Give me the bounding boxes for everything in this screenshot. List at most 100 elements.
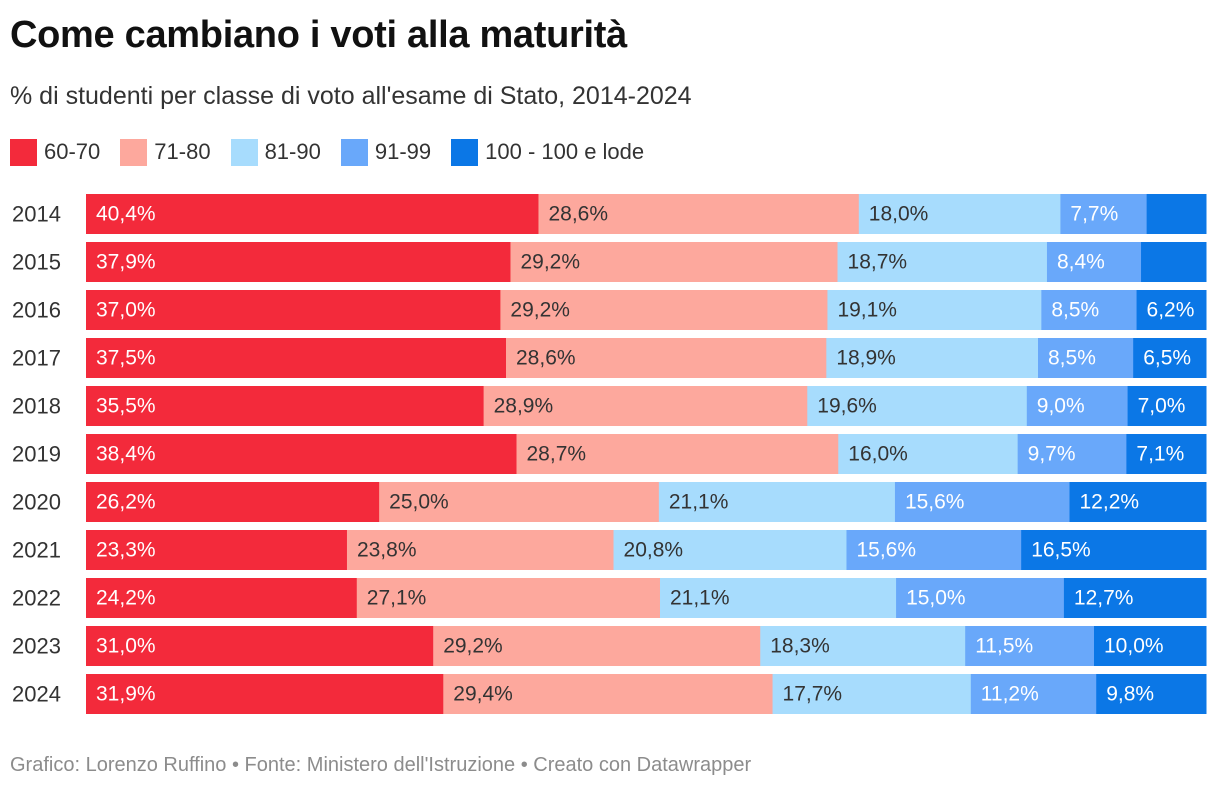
data-label: 18,7% [848,251,908,274]
bar-segment [760,626,966,666]
legend-item: 60-70 [10,138,101,166]
data-label: 8,5% [1051,299,1099,322]
legend-label: 81-90 [264,139,321,164]
data-label: 23,3% [96,539,156,562]
year-label: 2017 [12,346,61,371]
data-label: 11,2% [981,683,1039,706]
legend-swatch [120,138,148,166]
data-label: 18,3% [770,635,830,658]
chart-title: Come cambiano i voti alla maturità [10,14,627,56]
data-label: 15,6% [856,539,916,562]
bar-segment [894,482,1070,522]
legend-swatch [451,138,479,166]
data-label: 38,4% [96,443,156,466]
bar-segment [1021,530,1207,570]
year-label: 2024 [12,682,61,707]
bar-segment [500,290,828,330]
bar-segment [86,578,358,618]
bar-segment [86,290,501,330]
data-label: 8,4% [1057,251,1105,274]
data-label: 37,9% [96,251,156,274]
data-label: 28,7% [527,443,587,466]
stacked-bar-chart: 2014 40,4% 28,6% 18,0% 7,7% 2015 37,9% 29,2% 18,… [12,194,1207,714]
data-label: 9,8% [1106,683,1154,706]
data-label: 19,1% [837,299,897,322]
data-label: 15,6% [905,491,965,514]
data-label: 12,7% [1074,587,1134,610]
legend-label: 60-70 [44,139,101,164]
bar-segment [1063,578,1207,618]
data-label: 6,2% [1147,299,1195,322]
legend-label: 71-80 [154,139,211,164]
data-label: 19,6% [817,395,877,418]
bar-segment [858,194,1061,234]
bar-segment [1060,194,1148,234]
bar-segment [896,578,1065,618]
bar-segment [658,482,896,522]
data-label: 21,1% [670,587,730,610]
bar-segment [443,674,774,714]
bar-segment [379,482,660,522]
bar-segment [837,242,1048,282]
year-label: 2014 [12,202,61,227]
bar-segment [1133,338,1207,378]
data-label: 8,5% [1048,347,1096,370]
bar-segment [1026,386,1129,426]
bar-segment [86,338,507,378]
bar-segment [1069,482,1207,522]
data-label: 23,8% [357,539,417,562]
bar-segment [346,530,615,570]
data-label: 37,0% [96,299,156,322]
bar-segment [86,434,518,474]
data-label: 40,4% [96,203,156,226]
bar-segment [1136,290,1207,330]
data-label: 28,9% [494,395,554,418]
data-label: 37,5% [96,347,156,370]
bar-segment [356,578,661,618]
data-label: 16,5% [1031,539,1091,562]
legend-item: 100 - 100 e lode [451,138,644,166]
year-label: 2018 [12,394,61,419]
year-label: 2021 [12,538,61,563]
bar-segment [1038,338,1134,378]
bar-segment [1046,242,1142,282]
bar-segment [86,482,380,522]
data-label: 28,6% [548,203,608,226]
bar-segment [86,626,434,666]
bar-segment [538,194,860,234]
year-label: 2019 [12,442,61,467]
data-label: 17,7% [783,683,843,706]
data-label: 28,6% [516,347,576,370]
bar-segment [827,290,1042,330]
bar-segment [1096,674,1207,714]
bar-segment [86,242,511,282]
year-label: 2016 [12,298,61,323]
data-label: 26,2% [96,491,156,514]
bar-segment [86,674,444,714]
data-label: 24,2% [96,587,156,610]
year-label: 2020 [12,490,61,515]
bar-segment [1146,194,1207,234]
data-label: 18,9% [836,347,896,370]
data-label: 29,4% [453,683,513,706]
data-label: 11,5% [975,635,1033,658]
bar-segment [1141,242,1207,282]
legend-item: 71-80 [120,138,211,166]
bar-segment [483,386,808,426]
data-label: 29,2% [510,299,570,322]
bar-segment [1127,386,1207,426]
footer-credits: Grafico: Lorenzo Ruffino • Fonte: Minist… [10,754,752,776]
data-label: 7,1% [1136,443,1184,466]
bar-segment [516,434,839,474]
bar-segment [807,386,1028,426]
bar-segment [613,530,847,570]
legend-swatch [340,138,368,166]
data-label: 29,2% [443,635,503,658]
bar-segment [826,338,1039,378]
legend: 60-70 71-80 81-90 91-99 100 - 100 e lode [10,138,664,166]
data-label: 35,5% [96,395,156,418]
data-label: 9,7% [1028,443,1076,466]
bar-segment [970,674,1097,714]
bar-segment [772,674,972,714]
data-label: 29,2% [520,251,580,274]
